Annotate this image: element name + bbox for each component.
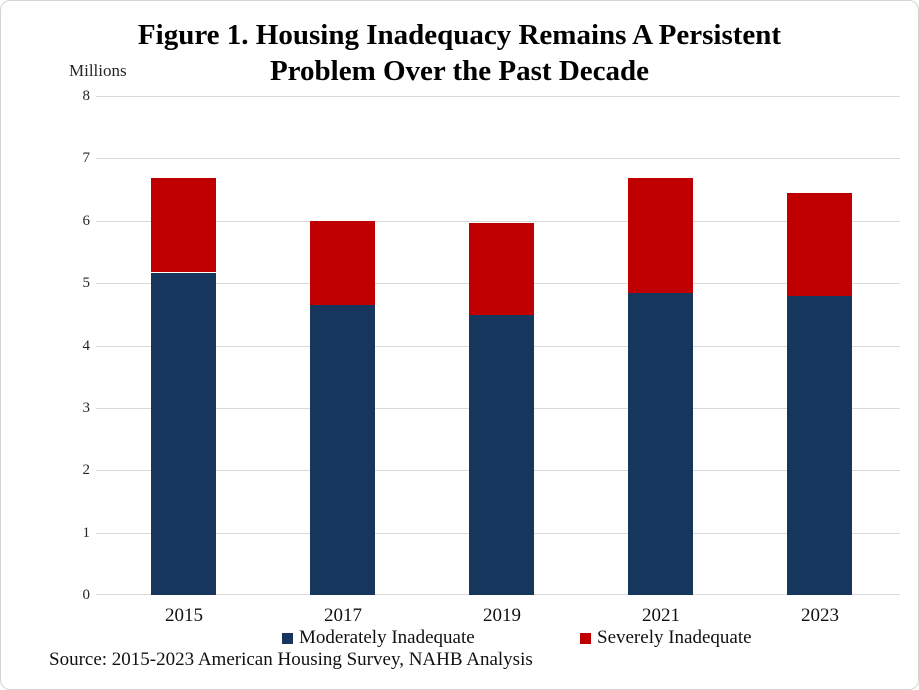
y-tick-label-2: 2 (82, 462, 91, 478)
y-tick-label-8: 8 (82, 88, 91, 104)
chart-title-line-1: Figure 1. Housing Inadequacy Remains A P… (137, 19, 782, 51)
bar-segment-2021-moderately-inadequate (628, 293, 693, 595)
y-axis-unit-label: Millions (69, 61, 127, 80)
legend-item-moderately-inadequate: Moderately Inadequate (282, 627, 475, 649)
legend-marker-severely-inadequate (580, 632, 591, 644)
bar-segment-2023-moderately-inadequate (787, 296, 852, 595)
legend-item-severely-inadequate: Severely Inadequate (580, 627, 752, 649)
bar-segment-2017-severely-inadequate (310, 221, 375, 305)
source-note: Source: 2015-2023 American Housing Surve… (49, 649, 533, 670)
y-tick-label-1: 1 (82, 525, 91, 541)
y-tick-label-6: 6 (82, 213, 91, 229)
x-tick-label-2023: 2023 (801, 605, 839, 626)
y-tick-label-4: 4 (82, 338, 91, 354)
legend-label-severely-inadequate: Severely Inadequate (597, 627, 752, 648)
y-tick-label-5: 5 (82, 275, 91, 291)
y-tick-label-7: 7 (82, 150, 91, 166)
bar-segment-2019-severely-inadequate (469, 223, 534, 315)
chart-title-line-2: Problem Over the Past Decade (269, 55, 650, 87)
gridline-y-8 (96, 96, 900, 97)
x-tick-label-2015: 2015 (165, 605, 203, 626)
bar-segment-2015-severely-inadequate (151, 178, 216, 272)
y-tick-label-0: 0 (82, 587, 91, 603)
legend-label-moderately-inadequate: Moderately Inadequate (299, 627, 475, 648)
gridline-y-6 (96, 221, 900, 222)
plot-area: 8 7 6 5 4 3 2 1 0 2015 2017 2019 2021 2023 (83, 89, 900, 626)
chart-title: Figure 1. Housing Inadequacy Remains A P… (1, 17, 918, 89)
bar-segment-2019-moderately-inadequate (469, 315, 534, 595)
bar-segment-2015-moderately-inadequate (151, 273, 216, 595)
gridline-y-7 (96, 158, 900, 159)
x-tick-label-2021: 2021 (642, 605, 680, 626)
bar-segment-2017-moderately-inadequate (310, 305, 375, 595)
x-tick-label-2019: 2019 (483, 605, 521, 626)
bar-segment-2023-severely-inadequate (787, 193, 852, 296)
x-tick-label-2017: 2017 (324, 605, 362, 626)
y-tick-label-3: 3 (82, 400, 91, 416)
legend-marker-moderately-inadequate (282, 632, 293, 644)
bar-segment-2021-severely-inadequate (628, 178, 693, 293)
